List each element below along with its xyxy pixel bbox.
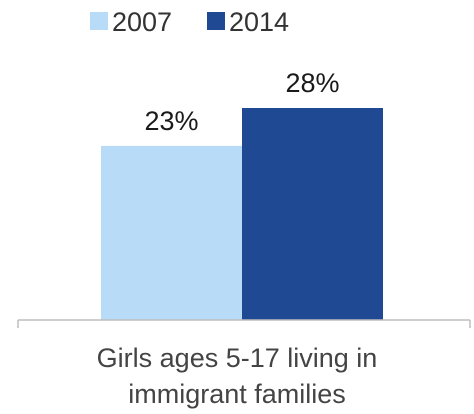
category-label: Girls ages 5-17 living in immigrant fami…	[96, 343, 378, 409]
data-labels: 23% 28%	[144, 68, 339, 136]
legend-swatch-2014	[207, 12, 225, 30]
bar-2014	[242, 108, 383, 320]
data-label-2007: 23%	[144, 106, 198, 136]
bars	[101, 108, 383, 320]
legend: 2007 2014	[90, 7, 289, 37]
legend-swatch-2007	[90, 12, 108, 30]
bar-2007	[101, 145, 242, 320]
legend-label-2007: 2007	[112, 7, 172, 37]
legend-label-2014: 2014	[229, 7, 289, 37]
data-label-2014: 28%	[285, 68, 339, 98]
